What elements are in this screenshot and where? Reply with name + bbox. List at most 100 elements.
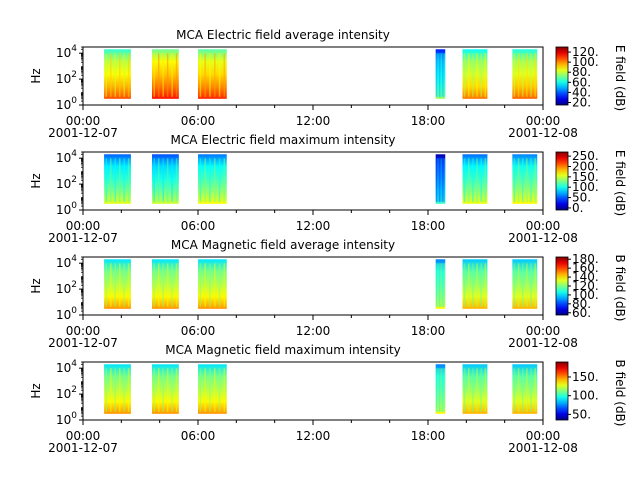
data-block xyxy=(104,364,131,414)
colorbar-tick-label: 100. xyxy=(572,55,599,69)
x-date-left: 2001-12-07 xyxy=(48,336,118,350)
data-block xyxy=(104,259,131,309)
y-axis-label: Hz xyxy=(29,278,43,293)
y-tick-label: 102 xyxy=(56,70,77,86)
data-block xyxy=(462,259,488,309)
y-tick-label: 104 xyxy=(56,149,77,165)
data-block xyxy=(435,259,446,309)
colorbar-tick-label: 160. xyxy=(572,261,599,275)
y-axis-label: Hz xyxy=(29,68,43,83)
data-block xyxy=(512,259,538,309)
y-tick-label: 102 xyxy=(56,280,77,296)
x-tick-label: 00:00 xyxy=(526,219,561,233)
data-block xyxy=(198,364,227,414)
colorbar-tick-label: 80. xyxy=(572,297,591,311)
x-tick-label: 00:00 xyxy=(526,114,561,128)
colorbar xyxy=(555,361,569,421)
colorbar-tick-label: 120. xyxy=(572,279,599,293)
x-date-right: 2001-12-08 xyxy=(508,441,578,455)
data-block xyxy=(152,49,179,99)
x-tick-label: 18:00 xyxy=(411,324,446,338)
colorbar-tick-label: 250. xyxy=(572,149,599,163)
colorbar-tick-label: 50. xyxy=(572,407,591,421)
x-tick-label: 06:00 xyxy=(181,429,216,443)
x-tick-label: 00:00 xyxy=(66,114,101,128)
x-tick-label: 12:00 xyxy=(296,114,331,128)
colorbar-tick-label: 180. xyxy=(572,252,599,266)
data-block xyxy=(435,49,446,99)
x-tick-label: 06:00 xyxy=(181,219,216,233)
x-tick-label: 18:00 xyxy=(411,429,446,443)
x-date-left: 2001-12-07 xyxy=(48,126,118,140)
colorbar-tick-label: 20. xyxy=(572,95,591,109)
y-tick-label: 104 xyxy=(56,44,77,60)
colorbar-label: B field (dB) xyxy=(613,255,627,322)
data-block xyxy=(435,364,446,414)
panel-1: MCA Electric field average intensity Hz 10… xyxy=(29,28,627,140)
y-tick-label: 100 xyxy=(56,306,77,322)
colorbar-tick-label: 100. xyxy=(572,180,599,194)
data-block xyxy=(152,154,179,204)
colorbar-tick-label: 40. xyxy=(572,85,591,99)
x-tick-label: 00:00 xyxy=(526,429,561,443)
x-tick-label: 06:00 xyxy=(181,324,216,338)
data-block xyxy=(152,364,179,414)
colorbar-tick-label: 100. xyxy=(572,288,599,302)
x-tick-label: 12:00 xyxy=(296,219,331,233)
x-tick-label: 00:00 xyxy=(66,324,101,338)
y-tick-label: 100 xyxy=(56,201,77,217)
colorbar-tick-label: 60. xyxy=(572,306,591,320)
colorbar xyxy=(555,151,569,211)
data-block xyxy=(512,49,538,99)
x-date-right: 2001-12-08 xyxy=(508,336,578,350)
colorbar-tick-label: 200. xyxy=(572,160,599,174)
colorbar-tick-label: 120. xyxy=(572,45,599,59)
x-tick-label: 00:00 xyxy=(66,219,101,233)
data-block xyxy=(462,364,488,414)
colorbar-tick-label: 80. xyxy=(572,65,591,79)
colorbar-label: E field (dB) xyxy=(613,45,627,111)
y-tick-label: 100 xyxy=(56,411,77,427)
data-block xyxy=(462,154,488,204)
colorbar-tick-label: 0. xyxy=(572,201,583,215)
colorbar-tick-label: 150. xyxy=(572,170,599,184)
x-tick-label: 18:00 xyxy=(411,114,446,128)
panel-title: MCA Electric field average intensity xyxy=(176,28,390,42)
panel-title: MCA Electric field maximum intensity xyxy=(170,133,395,147)
colorbar-tick-label: 150. xyxy=(572,370,599,384)
x-tick-label: 12:00 xyxy=(296,429,331,443)
panel-title: MCA Magnetic field maximum intensity xyxy=(165,343,401,357)
x-date-right: 2001-12-08 xyxy=(508,231,578,245)
y-tick-label: 104 xyxy=(56,359,77,375)
colorbar-label: E field (dB) xyxy=(613,150,627,216)
y-tick-label: 104 xyxy=(56,254,77,270)
x-tick-label: 12:00 xyxy=(296,324,331,338)
data-block xyxy=(104,154,131,204)
panel-4: MCA Magnetic field maximum intensity Hz 10… xyxy=(29,343,627,455)
x-date-right: 2001-12-08 xyxy=(508,126,578,140)
panel-2: MCA Electric field maximum intensity Hz 10… xyxy=(29,133,627,245)
panel-3: MCA Magnetic field average intensity Hz 10… xyxy=(29,238,627,350)
x-date-left: 2001-12-07 xyxy=(48,441,118,455)
y-tick-label: 102 xyxy=(56,175,77,191)
data-block xyxy=(198,259,227,309)
data-block xyxy=(198,154,227,204)
y-tick-label: 102 xyxy=(56,385,77,401)
colorbar xyxy=(555,46,569,106)
data-block xyxy=(152,259,179,309)
panel-title: MCA Magnetic field average intensity xyxy=(171,238,395,252)
data-block xyxy=(104,49,131,99)
data-block xyxy=(198,49,227,99)
x-tick-label: 00:00 xyxy=(526,324,561,338)
data-block xyxy=(462,49,488,99)
colorbar-tick-label: 100. xyxy=(572,389,599,403)
x-date-left: 2001-12-07 xyxy=(48,231,118,245)
y-axis-label: Hz xyxy=(29,383,43,398)
colorbar-tick-label: 140. xyxy=(572,270,599,284)
data-block xyxy=(512,364,538,414)
y-axis-label: Hz xyxy=(29,173,43,188)
data-block xyxy=(512,154,538,204)
colorbar-label: B field (dB) xyxy=(613,360,627,427)
colorbar-tick-label: 50. xyxy=(572,191,591,205)
